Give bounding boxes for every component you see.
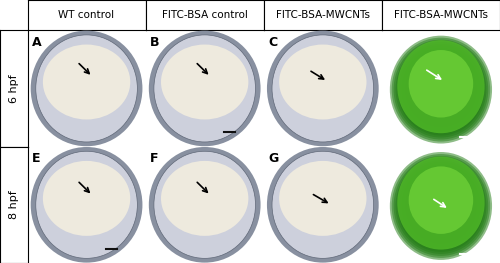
Ellipse shape bbox=[30, 147, 142, 263]
Text: 6 hpf: 6 hpf bbox=[9, 74, 19, 103]
Ellipse shape bbox=[403, 50, 479, 130]
Text: 8 hpf: 8 hpf bbox=[9, 190, 19, 219]
Ellipse shape bbox=[279, 44, 366, 119]
Ellipse shape bbox=[154, 35, 256, 142]
Text: A: A bbox=[32, 36, 42, 49]
Text: WT control: WT control bbox=[58, 10, 114, 20]
Ellipse shape bbox=[400, 45, 482, 134]
Ellipse shape bbox=[392, 154, 490, 258]
Ellipse shape bbox=[405, 52, 477, 128]
Text: FITC-BSA-MWCNTs: FITC-BSA-MWCNTs bbox=[276, 10, 370, 20]
Text: E: E bbox=[32, 153, 40, 165]
Ellipse shape bbox=[43, 161, 130, 236]
Ellipse shape bbox=[272, 151, 374, 258]
Ellipse shape bbox=[398, 44, 484, 136]
Ellipse shape bbox=[401, 164, 480, 248]
Ellipse shape bbox=[272, 35, 374, 142]
Ellipse shape bbox=[149, 31, 260, 146]
Text: B: B bbox=[150, 36, 160, 49]
Ellipse shape bbox=[394, 156, 488, 256]
Ellipse shape bbox=[36, 35, 138, 142]
Ellipse shape bbox=[398, 160, 484, 252]
Text: D: D bbox=[386, 36, 397, 49]
Ellipse shape bbox=[396, 158, 486, 254]
Ellipse shape bbox=[36, 151, 138, 258]
Ellipse shape bbox=[398, 40, 484, 133]
Text: FITC-BSA control: FITC-BSA control bbox=[162, 10, 248, 20]
Ellipse shape bbox=[43, 44, 130, 119]
Ellipse shape bbox=[392, 38, 490, 141]
Ellipse shape bbox=[407, 170, 475, 242]
Ellipse shape bbox=[407, 54, 475, 126]
Ellipse shape bbox=[400, 162, 482, 250]
Text: G: G bbox=[268, 153, 278, 165]
Text: H: H bbox=[386, 153, 397, 165]
Ellipse shape bbox=[267, 31, 378, 146]
Ellipse shape bbox=[398, 156, 484, 250]
Text: FITC-BSA-MWCNTs: FITC-BSA-MWCNTs bbox=[394, 10, 488, 20]
Ellipse shape bbox=[267, 147, 378, 263]
Ellipse shape bbox=[401, 48, 480, 132]
Ellipse shape bbox=[30, 31, 142, 146]
Ellipse shape bbox=[279, 161, 366, 236]
Text: F: F bbox=[150, 153, 159, 165]
Ellipse shape bbox=[408, 50, 473, 118]
Ellipse shape bbox=[394, 40, 488, 140]
Text: C: C bbox=[268, 36, 278, 49]
Ellipse shape bbox=[149, 147, 260, 263]
Ellipse shape bbox=[161, 44, 248, 119]
Ellipse shape bbox=[408, 166, 473, 234]
Ellipse shape bbox=[161, 161, 248, 236]
Ellipse shape bbox=[405, 168, 477, 244]
Ellipse shape bbox=[403, 166, 479, 246]
Ellipse shape bbox=[154, 151, 256, 258]
Ellipse shape bbox=[390, 152, 492, 260]
Ellipse shape bbox=[396, 42, 486, 138]
Ellipse shape bbox=[390, 36, 492, 144]
